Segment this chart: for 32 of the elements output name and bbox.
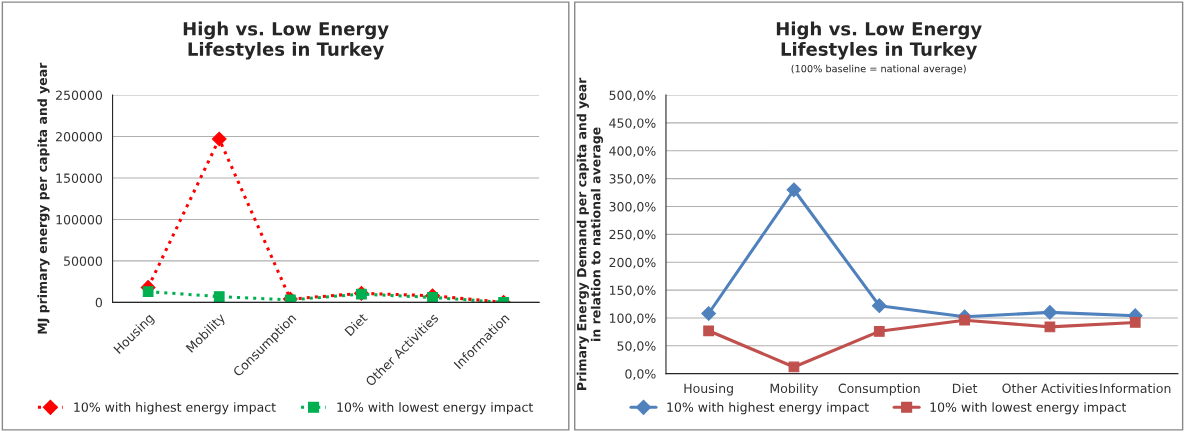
y-tick-label: 350,0%	[609, 174, 656, 185]
y-tick-label: 400,0%	[609, 146, 656, 157]
x-tick-label: Consumption	[838, 383, 920, 396]
y-axis-title: MJ primary energy per capita and year	[37, 62, 50, 334]
y-tick-label: 300,0%	[609, 201, 656, 213]
x-tick-label: Housing	[684, 383, 733, 396]
y-tick-label: 50000	[64, 256, 103, 266]
x-tick-label: Other Activities	[1002, 383, 1098, 394]
y-tick-label: 50,0%	[617, 341, 656, 353]
y-tick-label: 150,0%	[609, 285, 656, 297]
y-tick-label: 100000	[56, 214, 103, 225]
chart-title: High vs. Low Energy Lifestyles in Turkey	[776, 21, 982, 60]
x-tick-label: Diet	[952, 383, 978, 394]
chart-subtitle: (100% baseline = national average)	[791, 64, 966, 75]
y-tick-label: 200,0%	[609, 257, 656, 269]
y-tick-label: 150000	[56, 173, 103, 183]
legend-label: 10% with highest energy impact	[74, 402, 276, 415]
legend-label: 10% with highest energy impact	[667, 402, 869, 415]
y-axis-title: Primary Energy Demand per capita and year in relation to national average	[576, 77, 604, 390]
y-tick-label: 100,0%	[609, 313, 656, 325]
y-tick-label: 450,0%	[609, 118, 656, 130]
legend-label: 10% with lowest energy impact	[930, 402, 1127, 415]
x-tick-label: Information	[1100, 383, 1171, 394]
y-tick-label: 0	[95, 297, 103, 308]
x-tick-label: Mobility	[770, 383, 819, 396]
legend-label: 10% with lowest energy impact	[337, 402, 533, 415]
y-tick-label: 200000	[56, 131, 103, 142]
y-tick-label: 0,0%	[625, 369, 656, 380]
chart-title: High vs. Low Energy Lifestyles in Turkey	[183, 21, 389, 60]
y-tick-label: 250,0%	[609, 229, 656, 241]
y-tick-label: 250000	[56, 90, 103, 100]
y-tick-label: 500,0%	[609, 90, 656, 102]
